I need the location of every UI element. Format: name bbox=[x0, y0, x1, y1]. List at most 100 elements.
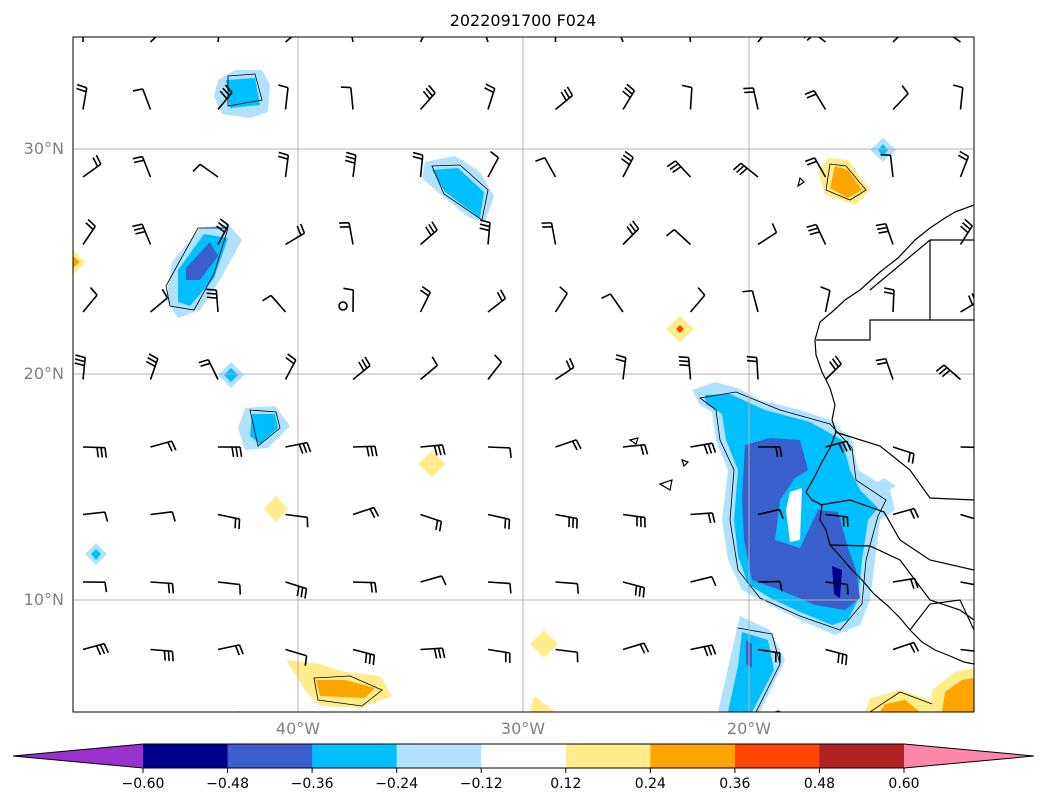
wind-barb bbox=[757, 648, 781, 663]
contour-negative-se-core bbox=[728, 632, 774, 712]
contour-negative-small-d-core bbox=[878, 144, 888, 156]
wind-barb bbox=[666, 160, 692, 178]
wind-barb bbox=[959, 218, 973, 245]
lon-label-30w: 30°W bbox=[501, 719, 545, 738]
wind-barb bbox=[803, 37, 826, 43]
wind-barb bbox=[150, 581, 175, 594]
wind-barb bbox=[351, 37, 354, 43]
wind-barb bbox=[487, 648, 511, 663]
wind-barb bbox=[419, 37, 424, 43]
wind-barb bbox=[74, 354, 87, 380]
wind-barb bbox=[420, 513, 443, 532]
border-4 bbox=[834, 431, 974, 501]
wind-barb bbox=[690, 575, 717, 587]
wind-barb bbox=[479, 219, 491, 245]
contour-negative-nw-core bbox=[226, 78, 260, 108]
colorbar-ticks: −0.60 −0.48 −0.36 −0.24 −0.12 0.12 0.24 0.36 0.4… bbox=[122, 768, 920, 792]
wind-barb bbox=[892, 446, 915, 464]
wind-barb bbox=[149, 288, 169, 313]
wind-barb bbox=[217, 581, 242, 595]
wind-barb bbox=[825, 513, 849, 527]
wind-barb bbox=[206, 288, 219, 313]
wind-barb bbox=[757, 37, 764, 43]
wind-barb bbox=[892, 37, 900, 43]
wind-barb bbox=[83, 716, 107, 726]
contour-negative-main-hole bbox=[786, 488, 802, 542]
longitude-labels: 40°W 30°W 20°W bbox=[276, 719, 771, 738]
wind-barb bbox=[236, 711, 241, 712]
contour-negative-small-b-core bbox=[250, 414, 278, 444]
wind-barb bbox=[892, 577, 919, 589]
wind-barb bbox=[957, 150, 970, 178]
colorbar-swatch bbox=[396, 744, 482, 768]
wind-barb bbox=[556, 713, 581, 724]
wind-barb bbox=[487, 150, 500, 178]
contour-positive-se-2-core bbox=[942, 678, 974, 712]
wind-barb bbox=[82, 446, 108, 458]
wind-barb bbox=[82, 218, 97, 245]
map-area bbox=[72, 36, 983, 729]
wind-barb bbox=[961, 717, 983, 729]
wind-barb bbox=[806, 223, 827, 245]
wind-barb bbox=[824, 355, 842, 381]
wind-barb bbox=[419, 221, 438, 246]
colorbar-extend-max bbox=[904, 744, 1034, 768]
wind-barb bbox=[217, 446, 243, 458]
coastline-africa bbox=[805, 204, 974, 665]
colorbar-tick-label: −0.36 bbox=[291, 776, 334, 792]
wind-barb bbox=[757, 446, 783, 457]
wind-barb bbox=[960, 446, 974, 450]
wind-barb bbox=[622, 513, 646, 528]
wind-barb bbox=[217, 644, 244, 656]
wind-barb bbox=[601, 293, 624, 313]
wind-barb bbox=[935, 364, 962, 381]
wind-barb bbox=[804, 157, 827, 178]
contour-positive-small-1-core bbox=[676, 325, 684, 333]
wind-barb bbox=[339, 222, 354, 245]
contour-negative-n-mid-core bbox=[432, 168, 484, 218]
wind-barb bbox=[82, 287, 98, 313]
contour-negative-main-core bbox=[742, 438, 860, 610]
wind-barb bbox=[285, 513, 309, 528]
wind-barb bbox=[285, 441, 312, 454]
island-canary bbox=[797, 176, 805, 188]
wind-barb bbox=[875, 357, 894, 380]
border-7 bbox=[909, 599, 974, 631]
wind-barb bbox=[82, 37, 84, 43]
wind-barb bbox=[419, 285, 432, 313]
wind-barb bbox=[880, 153, 894, 178]
colorbar-swatch bbox=[227, 744, 313, 768]
wind-barb bbox=[883, 287, 895, 313]
contour-line-se bbox=[737, 627, 781, 712]
wind-barb bbox=[960, 648, 974, 652]
wind-barb-calm bbox=[338, 301, 348, 311]
wind-barb bbox=[825, 440, 852, 453]
island-cape-verde-3 bbox=[681, 459, 690, 468]
wind-barb bbox=[352, 648, 376, 666]
wind-barb bbox=[804, 89, 827, 110]
wind-barb bbox=[620, 37, 624, 43]
wind-barb bbox=[690, 644, 717, 657]
wind-barb bbox=[278, 151, 290, 178]
wind-barb bbox=[952, 37, 961, 43]
map-frame bbox=[72, 36, 975, 713]
wind-barb bbox=[960, 513, 974, 520]
latitude-labels: 30°N 20°N 10°N bbox=[24, 139, 64, 609]
colorbar-swatch bbox=[143, 744, 229, 768]
wind-barb bbox=[150, 510, 176, 522]
contour-positive-west-edge-core bbox=[73, 256, 80, 268]
wind-barb bbox=[217, 84, 233, 111]
contour-positive-small-2 bbox=[418, 451, 446, 477]
wind-barb bbox=[132, 155, 152, 178]
wind-barb bbox=[340, 86, 354, 110]
colorbar-tick-label: 0.60 bbox=[888, 776, 919, 792]
wind-barb bbox=[665, 229, 692, 246]
lat-label-10n: 10°N bbox=[24, 590, 64, 609]
wind-barb bbox=[554, 286, 568, 313]
wind-barb bbox=[487, 581, 512, 594]
wind-barb bbox=[82, 581, 108, 593]
wind-barb bbox=[198, 358, 219, 380]
coastlines bbox=[628, 176, 974, 665]
wind-barb bbox=[285, 648, 308, 666]
